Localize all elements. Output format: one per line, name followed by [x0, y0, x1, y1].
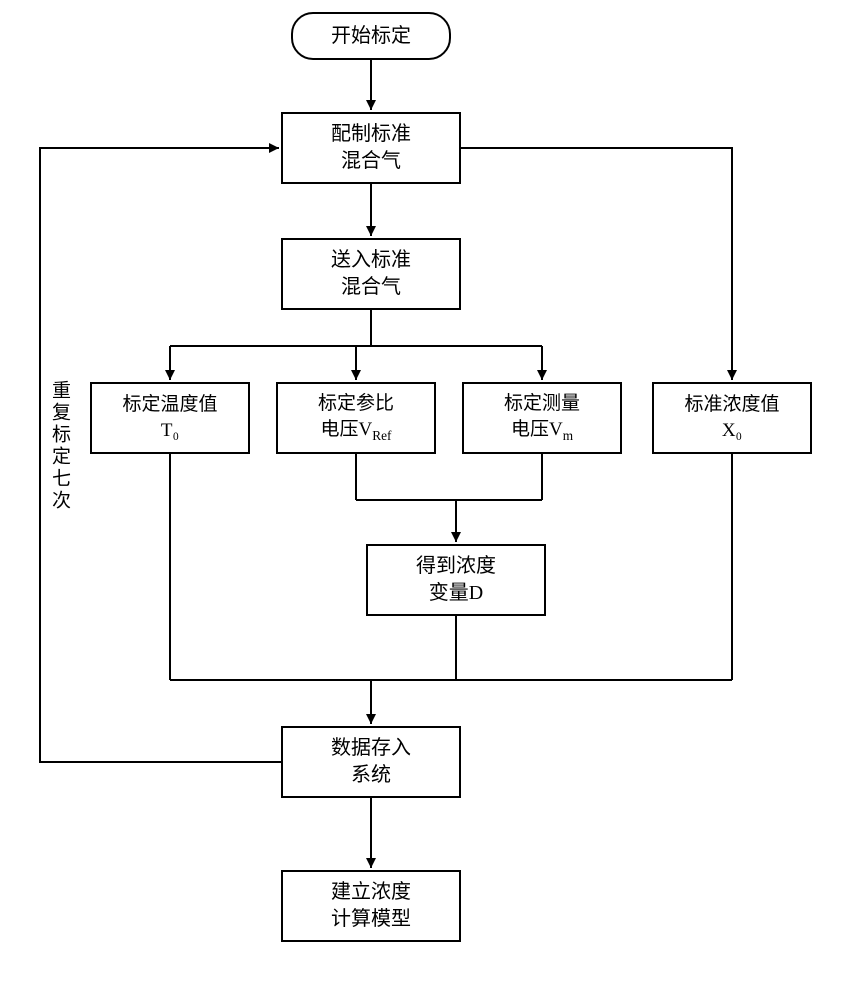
loop-label: 重复标定七次	[46, 380, 73, 512]
start-node: 开始标定	[291, 12, 451, 60]
vref-node: 标定参比 电压VRef	[276, 382, 436, 454]
t0-node: 标定温度值 T₀	[90, 382, 250, 454]
x0-l1: 标准浓度值	[684, 392, 779, 418]
prepare-l1: 配制标准	[331, 121, 411, 148]
x0-sub: X₀	[722, 418, 742, 444]
d-l2: 变量D	[429, 580, 483, 607]
d-node: 得到浓度 变量D	[366, 544, 546, 616]
x0-node: 标准浓度值 X₀	[652, 382, 812, 454]
prepare-node: 配制标准 混合气	[281, 112, 461, 184]
vm-sub: 电压Vm	[511, 417, 573, 445]
store-node: 数据存入 系统	[281, 726, 461, 798]
model-l1: 建立浓度	[331, 879, 411, 906]
store-l2: 系统	[351, 762, 391, 789]
t0-sub: T₀	[161, 418, 179, 444]
model-node: 建立浓度 计算模型	[281, 870, 461, 942]
feed-l2: 混合气	[341, 274, 401, 301]
store-l1: 数据存入	[331, 735, 411, 762]
d-l1: 得到浓度	[416, 553, 496, 580]
model-l2: 计算模型	[331, 906, 411, 933]
vref-l1: 标定参比	[318, 391, 394, 417]
vref-sub: 电压VRef	[321, 417, 392, 445]
start-label: 开始标定	[331, 23, 411, 50]
vm-node: 标定测量 电压Vm	[462, 382, 622, 454]
feed-node: 送入标准 混合气	[281, 238, 461, 310]
feed-l1: 送入标准	[331, 247, 411, 274]
prepare-l2: 混合气	[341, 148, 401, 175]
vm-l1: 标定测量	[504, 391, 580, 417]
t0-l1: 标定温度值	[122, 392, 217, 418]
